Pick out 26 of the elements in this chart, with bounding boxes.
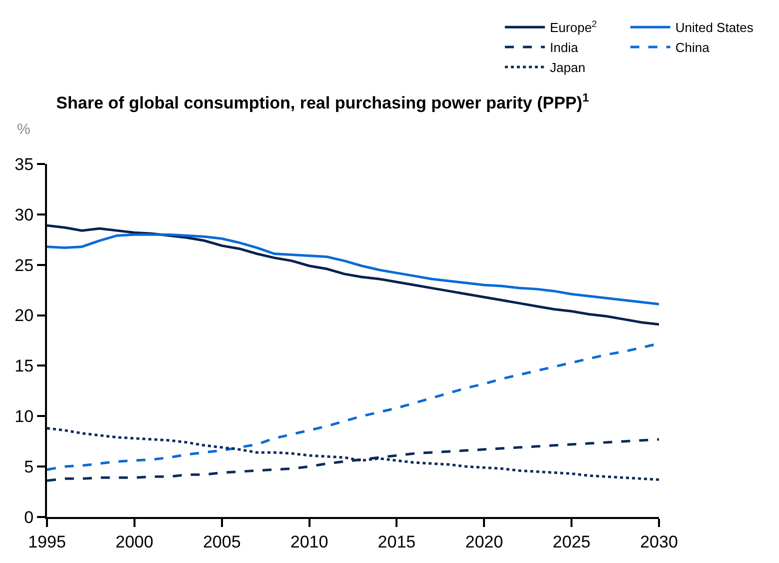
x-tick-label: 2025 — [552, 532, 590, 552]
y-tick-label: 30 — [14, 205, 34, 224]
legend-label: China — [675, 40, 710, 56]
x-tick-label: 2000 — [116, 532, 154, 552]
y-tick-label: 10 — [14, 407, 34, 426]
y-tick-label: 35 — [14, 154, 34, 174]
x-tick-label: 2015 — [378, 532, 416, 552]
x-tick-label: 2030 — [640, 532, 678, 552]
line-series — [47, 427, 659, 481]
y-tick-label: 25 — [14, 256, 34, 275]
y-tick-label: 0 — [24, 508, 34, 527]
y-tick-label: 5 — [24, 458, 34, 477]
legend-label: India — [550, 40, 579, 56]
y-tick-label: 20 — [14, 306, 34, 326]
line-series — [47, 224, 659, 326]
chart-title: Share of global consumption, real purchasing power parity (PPP)$^{1}$ — [56, 90, 590, 113]
legend-label: Europe$^{2}$ — [550, 18, 597, 36]
x-tick-label: 1995 — [28, 532, 66, 552]
line-series — [47, 233, 659, 306]
y-axis-title: % — [17, 121, 30, 138]
x-tick-label: 2020 — [465, 532, 504, 552]
x-tick-label: 2005 — [202, 532, 241, 552]
y-tick-label: 15 — [14, 356, 34, 376]
legend-label: United States — [675, 20, 754, 36]
legend-label: Japan — [550, 60, 586, 76]
x-tick-label: 2010 — [290, 532, 328, 552]
